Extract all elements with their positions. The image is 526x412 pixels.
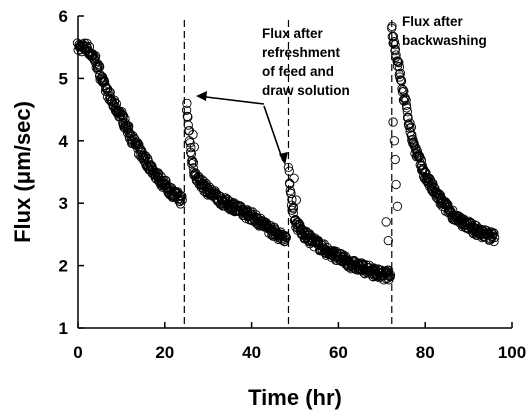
arrowhead-second-refresh (279, 152, 288, 165)
annotation-refresh-line-2: refreshment (262, 45, 341, 60)
data-point (389, 118, 397, 126)
arrow-to-first-refresh (198, 96, 264, 104)
data-point (382, 218, 390, 226)
x-axis-title: Time (hr) (248, 385, 342, 410)
y-tick-label: 1 (59, 319, 68, 338)
x-tick-label: 40 (242, 343, 261, 362)
x-tick-label: 80 (416, 343, 435, 362)
x-tick-label: 60 (329, 343, 348, 362)
annotation-refresh-line-3: of feed and (262, 64, 334, 79)
annotation-refresh-line-4: draw solution (262, 83, 350, 98)
data-point (391, 155, 399, 163)
y-tick-label: 6 (59, 7, 68, 26)
y-tick-label: 2 (59, 257, 68, 276)
annotation-refresh-line-1: Flux after (262, 26, 324, 41)
arrow-to-second-refresh (264, 106, 283, 161)
y-ticks: 1 2 3 4 5 6 (59, 7, 84, 338)
y-tick-label: 3 (59, 194, 68, 213)
data-point (393, 202, 401, 210)
annotation-arrows (196, 91, 288, 165)
y-axis-title: Flux (μm/sec) (10, 101, 35, 243)
data-point (392, 180, 400, 188)
x-tick-label: 0 (73, 343, 82, 362)
annotation-backwash-line-2: backwashing (402, 33, 487, 48)
data-point (390, 137, 398, 145)
annotation-backwash-line-1: Flux after (402, 14, 464, 29)
data-point (290, 174, 298, 182)
y-tick-label: 5 (59, 69, 68, 88)
arrowhead-first-refresh (196, 91, 207, 101)
x-tick-label: 100 (498, 343, 526, 362)
x-tick-label: 20 (155, 343, 174, 362)
y-tick-label: 4 (59, 132, 69, 151)
